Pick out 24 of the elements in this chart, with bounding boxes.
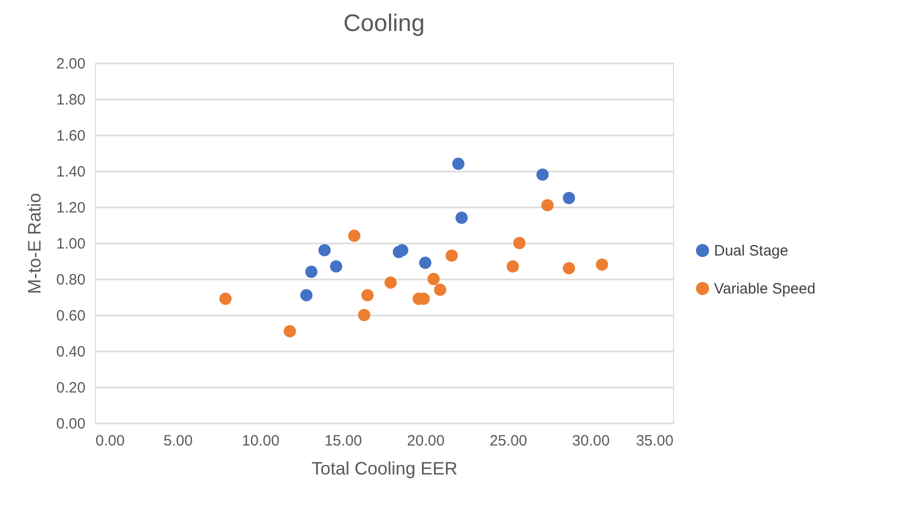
y-tick-label: 0.60 <box>56 308 86 324</box>
y-tick-label: 1.40 <box>56 164 86 180</box>
x-tick-label: 10.00 <box>242 432 280 450</box>
x-tick-label: 0.00 <box>96 432 125 450</box>
x-tick-label: 35.00 <box>636 432 674 450</box>
y-tick-label: 1.20 <box>56 200 86 216</box>
x-tick-label: 25.00 <box>490 432 528 450</box>
y-tick-label: 0.20 <box>56 380 86 396</box>
y-tick-label: 0.80 <box>56 272 86 288</box>
y-tick-label: 1.00 <box>56 236 86 252</box>
y-axis-title: M-to-E Ratio <box>24 192 44 294</box>
y-tick-label: 0.00 <box>56 416 86 432</box>
legend-label: Dual Stage <box>714 242 788 260</box>
y-tick-label: 1.60 <box>56 128 86 144</box>
x-tick-label: 30.00 <box>572 432 610 450</box>
x-tick-label: 5.00 <box>163 432 193 450</box>
x-tick-label: 15.00 <box>324 432 362 450</box>
y-tick-label: 0.40 <box>56 344 86 360</box>
chart-title: Cooling <box>343 10 425 37</box>
x-axis-title: Total Cooling EER <box>311 458 458 478</box>
y-tick-label: 1.80 <box>56 92 86 108</box>
legend-label: Variable Speed <box>714 280 816 298</box>
x-tick-label: 20.00 <box>407 432 445 450</box>
y-tick-label: 2.00 <box>56 56 86 72</box>
